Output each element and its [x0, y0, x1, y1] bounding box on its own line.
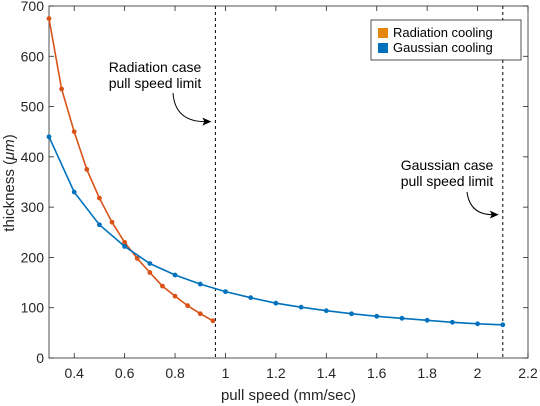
plot-area: 0.4 0.6 0.8 1 1.2 1.4 1.6 1.8 2 2.2 0 100 200 300 400 5…: [21, 0, 538, 381]
x-axis-label: pull speed (mm/sec): [221, 387, 356, 404]
data-point-0-13: [210, 318, 216, 324]
data-point-0-12: [197, 311, 203, 317]
data-point-0-3: [84, 167, 90, 172]
data-point-0-0: [46, 16, 52, 21]
data-point-1-17: [475, 321, 480, 327]
data-point-1-8: [248, 295, 254, 301]
data-point-1-11: [323, 308, 329, 314]
y-axis-label: thickness (μm): [1, 134, 18, 231]
y-tick-label-6: 600: [21, 48, 45, 64]
x-tick-label-3: 1: [222, 365, 230, 381]
data-point-1-13: [374, 313, 380, 319]
data-point-1-12: [349, 311, 354, 317]
data-point-1-18: [500, 322, 506, 328]
y-tick-label-3: 300: [21, 199, 45, 215]
data-point-0-6: [122, 239, 128, 245]
data-point-1-1: [71, 189, 77, 195]
x-tick-label-2: 0.8: [165, 365, 185, 381]
x-tick-label-0: 0.4: [64, 365, 84, 381]
y-tick-label-7: 700: [21, 0, 45, 14]
data-point-1-7: [223, 289, 228, 295]
legend-swatch-radiation: [378, 28, 388, 38]
data-point-1-3: [122, 243, 128, 249]
y-axis-label-prefix: thickness (: [1, 160, 18, 232]
data-point-0-9: [160, 283, 165, 289]
legend-label-radiation: Radiation cooling: [393, 25, 493, 40]
y-tick-label-5: 500: [21, 99, 45, 115]
legend: Radiation cooling Gaussian cooling: [370, 19, 522, 61]
legend-box: [370, 19, 522, 61]
data-point-0-10: [172, 293, 178, 299]
y-tick-label-0: 0: [36, 350, 44, 366]
data-point-1-14: [399, 315, 405, 321]
data-point-0-8: [147, 270, 153, 275]
y-tick-label-4: 400: [21, 149, 45, 165]
data-point-1-9: [273, 300, 279, 306]
data-point-1-4: [147, 261, 153, 266]
data-point-1-2: [97, 222, 102, 228]
annotation-radiation-line1: Radiation case: [109, 59, 202, 75]
x-tick-label-4: 1.2: [266, 365, 286, 381]
data-point-1-16: [449, 319, 455, 325]
data-point-1-15: [424, 317, 430, 323]
data-point-1-6: [197, 281, 203, 287]
x-tick-label-8: 2: [474, 365, 482, 381]
annotations: Radiation case pull speed limit Gaussian…: [109, 59, 494, 189]
data-point-1-5: [172, 272, 178, 278]
data-point-1-10: [298, 304, 304, 310]
data-point-0-7: [134, 256, 140, 261]
x-tick-label-5: 1.4: [317, 365, 337, 381]
x-tick-label-9: 2.2: [518, 365, 538, 381]
y-axis-label-suffix: ): [1, 134, 18, 139]
data-point-0-4: [97, 195, 102, 201]
x-tick-label-7: 1.8: [417, 365, 437, 381]
axes-box: [48, 5, 529, 359]
annotation-arrow-radiation-head: [202, 117, 212, 126]
data-point-0-2: [71, 129, 77, 135]
legend-swatch-gaussian: [378, 43, 388, 53]
y-tick-label-1: 100: [21, 300, 45, 316]
x-tick-label-6: 1.6: [367, 365, 387, 381]
y-tick-label-2: 200: [21, 249, 45, 265]
data-point-0-5: [109, 219, 115, 225]
annotation-arrow-gaussian-head: [489, 210, 499, 219]
data-point-1-0: [46, 134, 52, 140]
y-axis-label-unit: μm: [1, 139, 18, 161]
annotation-gaussian-line2: pull speed limit: [401, 173, 494, 189]
x-tick-label-1: 0.6: [115, 365, 135, 381]
annotation-arrow-radiation: [172, 92, 206, 123]
annotation-arrow-gaussian: [466, 191, 493, 216]
annotation-radiation-line2: pull speed limit: [109, 75, 202, 91]
annotation-gaussian-line1: Gaussian case: [401, 157, 494, 173]
data-point-0-11: [185, 303, 191, 309]
legend-label-gaussian: Gaussian cooling: [393, 40, 493, 55]
data-point-0-1: [59, 86, 65, 92]
